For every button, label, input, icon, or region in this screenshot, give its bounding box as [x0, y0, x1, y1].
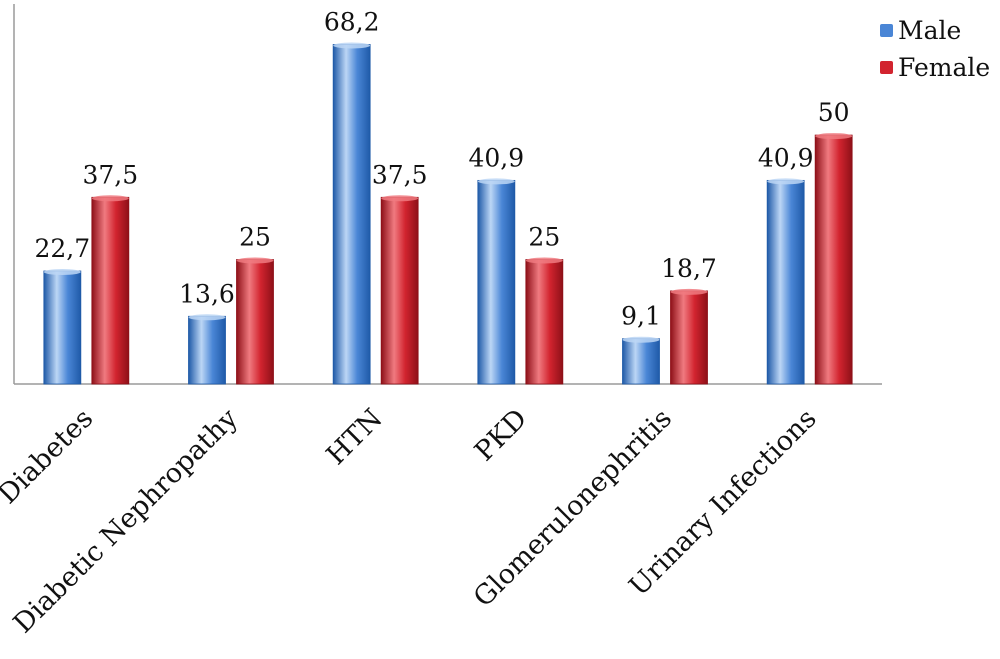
bar-cap-female-2: [381, 195, 419, 202]
bar-female-4: [670, 290, 708, 385]
value-label-male-3: 40,9: [468, 143, 524, 172]
bar-cap-male-3: [477, 178, 515, 185]
category-label-2: HTN: [321, 403, 389, 471]
value-label-female-2: 37,5: [372, 160, 428, 189]
legend-label-male: Male: [898, 16, 962, 45]
legend-item-male: Male: [880, 12, 990, 49]
legend-item-female: Female: [880, 49, 990, 86]
value-label-male-0: 22,7: [34, 234, 90, 263]
bar-cap-female-4: [670, 288, 708, 295]
bar-cap-male-1: [188, 314, 226, 321]
value-label-female-5: 50: [818, 98, 850, 127]
legend-swatch-female: [880, 61, 893, 74]
value-label-female-3: 25: [528, 223, 560, 252]
category-label-3: PKD: [469, 403, 533, 467]
bar-cap-female-0: [91, 195, 129, 202]
bar-cap-female-3: [525, 257, 563, 264]
bar-male-1: [188, 315, 226, 385]
legend: Male Female: [880, 12, 990, 86]
bar-male-3: [477, 179, 516, 385]
bar-female-1: [236, 259, 274, 385]
bar-female-0: [91, 196, 130, 385]
bar-cap-male-5: [767, 178, 805, 185]
value-label-female-4: 18,7: [661, 254, 717, 283]
bar-cap-male-0: [43, 268, 81, 275]
value-labels: 22,737,513,62568,237,540,9259,118,740,95…: [34, 7, 849, 330]
bar-female-3: [525, 259, 564, 385]
bar-male-0: [43, 270, 82, 385]
bar-cap-male-2: [333, 42, 371, 49]
value-label-male-2: 68,2: [324, 7, 380, 36]
bar-male-2: [332, 44, 371, 385]
value-label-male-5: 40,9: [758, 143, 814, 172]
value-label-male-4: 9,1: [621, 302, 661, 331]
category-label-0: Diabetes: [0, 403, 99, 510]
legend-label-female: Female: [898, 53, 991, 82]
legend-swatch-male: [880, 24, 893, 37]
bar-cap-male-4: [622, 336, 660, 343]
bar-cap-female-1: [236, 257, 274, 264]
bar-female-2: [380, 196, 419, 385]
value-label-female-0: 37,5: [82, 160, 138, 189]
bar-female-5: [814, 134, 853, 385]
bar-male-5: [766, 179, 805, 385]
axes: [13, 4, 882, 385]
bar-cap-female-5: [815, 133, 853, 140]
bar-male-4: [622, 338, 660, 385]
value-label-female-1: 25: [239, 223, 271, 252]
bars: [43, 42, 853, 385]
value-label-male-1: 13,6: [179, 279, 235, 308]
